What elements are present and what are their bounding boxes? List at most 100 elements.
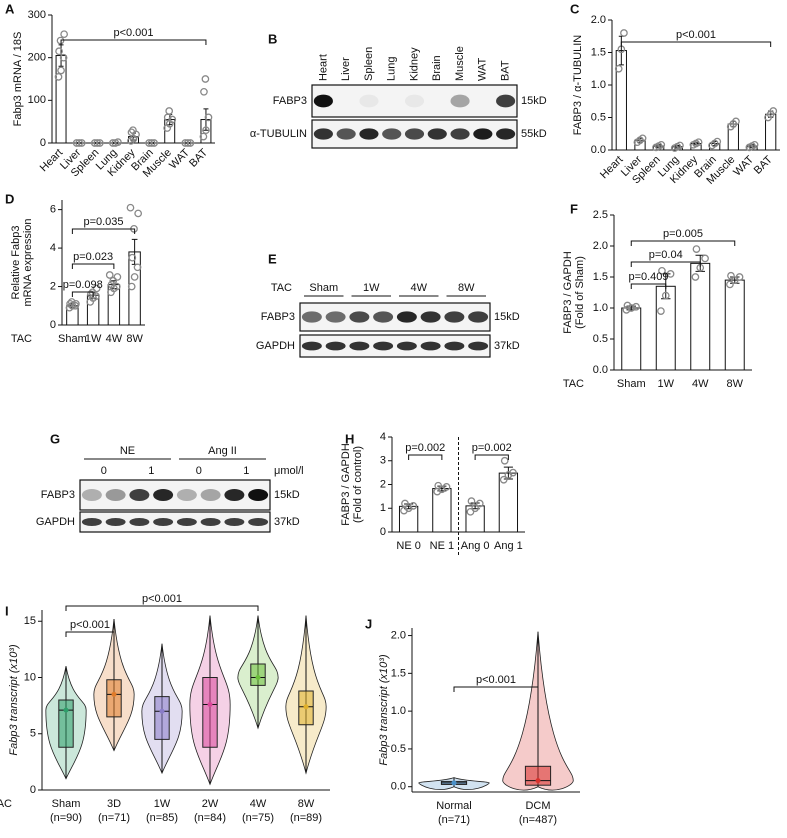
x-tick-label: Normal: [436, 800, 471, 812]
p-value: p<0.001: [476, 674, 516, 686]
y-tick-label: 100: [28, 94, 46, 106]
bracket: [453, 686, 539, 692]
band: [336, 128, 356, 140]
data-point: [134, 209, 143, 218]
color-dot: [111, 691, 117, 697]
band: [396, 341, 417, 351]
y-axis-label: FABP3 / GAPDH: [562, 251, 574, 334]
band: [496, 128, 516, 140]
y-tick-label: 1.5: [591, 46, 606, 58]
color-dot: [451, 780, 457, 786]
dose-label: 0: [196, 465, 202, 477]
p-value: p<0.001: [70, 619, 110, 631]
band: [200, 518, 221, 526]
data-point: [657, 140, 666, 149]
x-tick-label: Sham: [617, 378, 646, 390]
data-point: [434, 481, 443, 490]
bar: [398, 505, 419, 533]
panel-label: F: [570, 201, 578, 216]
band: [450, 94, 470, 108]
data-point: [133, 263, 142, 272]
p-value: p<0.001: [676, 29, 716, 41]
x-tick-label: 4W: [250, 798, 267, 810]
band: [382, 128, 402, 140]
y-axis-label: Fabp3 transcript (x10³): [378, 654, 390, 766]
group-label: 1W: [363, 282, 380, 294]
band: [105, 489, 126, 501]
dose-label: 1: [243, 465, 249, 477]
data-point: [105, 271, 114, 279]
bracket: [65, 631, 115, 637]
count-label: (n=75): [242, 812, 274, 824]
size-label: 15kD: [494, 311, 520, 323]
band: [373, 341, 394, 351]
y-tick-label: 6: [50, 204, 56, 216]
lane-label: Lung: [386, 57, 398, 81]
data-point: [676, 141, 684, 150]
band: [473, 95, 492, 108]
panel-label: C: [570, 1, 580, 16]
data-point: [147, 139, 156, 147]
y-tick-label: 3: [380, 455, 386, 467]
data-point: [632, 302, 640, 311]
y-axis-label: mRNA expression: [22, 218, 34, 306]
data-point: [57, 66, 65, 75]
band: [427, 128, 447, 140]
y-tick-label: 4: [380, 431, 386, 443]
bracket: [474, 454, 509, 460]
band: [428, 95, 447, 108]
data-point: [86, 290, 95, 299]
size-label: 15kD: [521, 95, 547, 107]
data-point: [691, 273, 700, 281]
band: [420, 311, 441, 323]
data-point: [114, 138, 122, 146]
data-point: [90, 139, 99, 147]
data-point: [627, 304, 636, 312]
error-bar: [503, 466, 513, 480]
row-label: FABP3: [273, 95, 307, 107]
x-tick-label: 8W: [298, 798, 315, 810]
data-point: [701, 254, 709, 263]
band: [105, 518, 126, 526]
x-tick-label: NE 0: [396, 540, 420, 552]
y-tick-label: 2: [380, 478, 386, 490]
box: [154, 696, 170, 740]
data-point: [657, 307, 665, 315]
bar: [432, 488, 452, 533]
x-tick-label: 1W: [85, 333, 102, 345]
data-point: [127, 282, 136, 291]
bracket: [71, 291, 94, 297]
p-value: p=0.002: [472, 442, 512, 454]
blot-frame: [311, 84, 518, 118]
data-point: [726, 280, 734, 289]
bracket: [60, 39, 207, 45]
count-label: (n=84): [194, 812, 226, 824]
data-point: [67, 298, 76, 306]
bracket: [620, 41, 772, 47]
band: [248, 489, 269, 501]
panel-label: I: [5, 603, 9, 618]
band: [496, 94, 516, 108]
y-tick-label: 2: [50, 280, 56, 292]
row-label: FABP3: [261, 311, 295, 323]
p-value: p=0.04: [649, 249, 683, 261]
y-axis-label: Fabp3 transcript (x10³): [8, 644, 20, 756]
bar: [55, 55, 67, 144]
x-tick-label: 4W: [692, 378, 709, 390]
band: [129, 489, 150, 501]
band: [200, 489, 221, 501]
data-point: [181, 139, 190, 147]
count-label: (n=90): [50, 812, 82, 824]
y-tick-label: 0.5: [391, 743, 406, 755]
y-tick-label: 0.0: [593, 364, 608, 376]
x-tick-label: Sham: [52, 798, 81, 810]
data-point: [614, 64, 623, 73]
data-point: [471, 504, 479, 513]
x-tick-label: 3D: [107, 798, 121, 810]
group-label: NE: [120, 445, 135, 457]
size-label: 37kD: [494, 340, 520, 352]
data-point: [54, 73, 63, 81]
y-tick-label: 1.5: [593, 271, 608, 283]
size-label: 37kD: [274, 516, 300, 528]
p-value: p=0.409: [628, 271, 668, 283]
